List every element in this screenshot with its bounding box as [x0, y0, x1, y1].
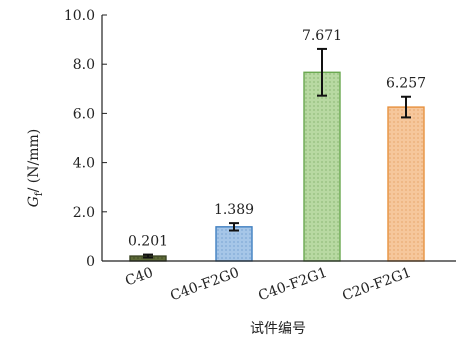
x-tick-label: C40-F2G1	[256, 265, 329, 305]
data-label: 7.671	[302, 28, 342, 44]
error-bar	[143, 253, 153, 259]
y-tick-label: 2.0	[73, 205, 95, 221]
x-tick-label: C20-F2G1	[340, 265, 413, 305]
x-tick-label: C40	[123, 265, 155, 290]
data-label: 6.257	[386, 76, 426, 92]
y-tick-label: 6.0	[73, 106, 95, 122]
value-labels: 0.201 1.389 7.671 6.257	[128, 28, 426, 250]
bar	[303, 71, 341, 262]
y-axis-title-unit: / (N/mm)	[26, 129, 42, 193]
error-bar	[401, 95, 411, 119]
y-axis-title: Gf/ (N/mm)	[26, 129, 45, 208]
y-axis-title-subscript: f	[34, 191, 45, 196]
data-label: 1.389	[214, 202, 254, 218]
bars	[129, 71, 425, 262]
error-bar	[317, 47, 327, 97]
y-tick-label: 8.0	[73, 57, 95, 73]
x-tick-label: C40-F2G0	[168, 265, 241, 305]
data-label: 0.201	[128, 234, 168, 250]
y-tick-label: 4.0	[73, 156, 95, 172]
x-axis-title: 试件编号	[250, 321, 306, 337]
bar	[215, 226, 253, 262]
error-bar	[229, 222, 239, 232]
y-tick-label: 0	[86, 254, 95, 270]
error-bars	[143, 47, 411, 259]
y-axis-title-symbol: G	[26, 196, 42, 207]
x-axis-tick-labels: C40 C40-F2G0 C40-F2G1 C20-F2G1	[123, 265, 413, 305]
y-axis-ticks: 0 2.0 4.0 6.0 8.0 10.0	[64, 8, 107, 270]
y-tick-label: 10.0	[64, 8, 95, 24]
bar	[387, 106, 425, 262]
